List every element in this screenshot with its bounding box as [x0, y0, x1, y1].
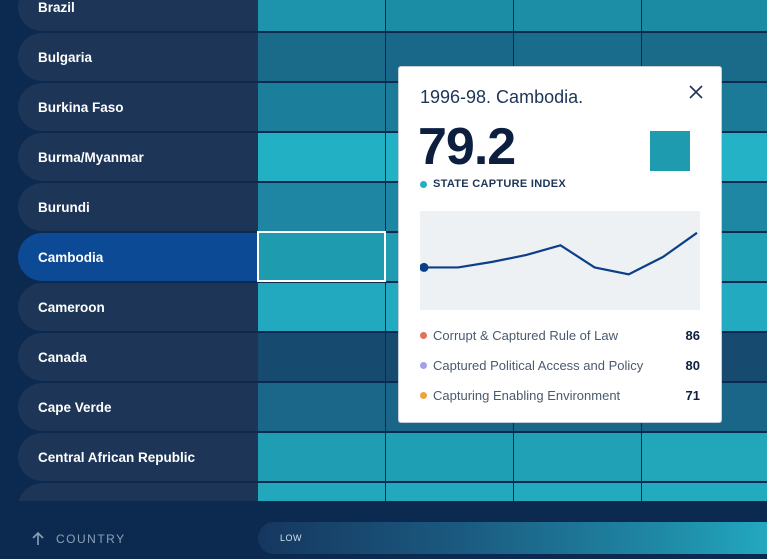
- heatmap-cell[interactable]: [258, 33, 385, 81]
- country-row: Central African Republic: [0, 432, 767, 482]
- component-label: Capturing Enabling Environment: [433, 387, 621, 403]
- heatmap-cell[interactable]: [258, 383, 385, 431]
- trend-start-point: [419, 262, 429, 272]
- country-label[interactable]: Brazil: [18, 0, 258, 31]
- component-dot: [420, 391, 427, 399]
- heatmap-cells: [258, 0, 767, 31]
- component-value: 71: [685, 387, 700, 403]
- heatmap-cell[interactable]: [386, 483, 513, 501]
- tooltip-title: 1996-98. Cambodia.: [420, 87, 584, 107]
- tooltip-value: 79.2: [418, 118, 516, 176]
- index-dot: [420, 180, 427, 188]
- heatmap-cells: [258, 433, 767, 481]
- country-label[interactable]: Bulgaria: [18, 33, 258, 81]
- country-row: Chad: [0, 482, 767, 501]
- component-value: 80: [685, 357, 700, 373]
- close-button[interactable]: [685, 81, 707, 103]
- component-row: Capturing Enabling Environment 71: [420, 380, 700, 410]
- close-icon: [689, 85, 703, 99]
- arrow-up-icon: [32, 531, 44, 545]
- index-label: STATE CAPTURE INDEX: [433, 178, 567, 190]
- heatmap-cell[interactable]: [642, 483, 767, 501]
- color-legend-bar: LOW: [258, 522, 767, 554]
- country-label[interactable]: Burma/Myanmar: [18, 133, 258, 181]
- country-label[interactable]: Cambodia: [18, 233, 258, 281]
- trend-chart: [419, 211, 700, 310]
- heatmap-cell[interactable]: [642, 0, 767, 31]
- heatmap-cell[interactable]: [258, 433, 385, 481]
- component-dot: [420, 361, 427, 369]
- heatmap-cell[interactable]: [258, 0, 385, 31]
- country-row: Brazil: [0, 0, 767, 32]
- value-color-swatch: [650, 131, 690, 171]
- legend-low-label: LOW: [280, 533, 303, 543]
- component-dot: [420, 331, 427, 339]
- country-label[interactable]: Burkina Faso: [18, 83, 258, 131]
- country-label[interactable]: Cameroon: [18, 283, 258, 331]
- country-label[interactable]: Chad: [18, 483, 258, 501]
- component-row: Captured Political Access and Policy 80: [420, 350, 700, 380]
- trend-chart-svg: [419, 231, 698, 276]
- component-value: 86: [685, 327, 700, 343]
- heatmap-cells: [258, 483, 767, 501]
- selected-cell-highlight[interactable]: [257, 231, 386, 282]
- component-list: Corrupt & Captured Rule of Law 86 Captured…: [420, 320, 700, 410]
- country-label[interactable]: Canada: [18, 333, 258, 381]
- detail-tooltip: 1996-98. Cambodia. 79.2 STATE CAPTURE IN…: [399, 67, 721, 422]
- heatmap-cell[interactable]: [386, 0, 513, 31]
- heatmap-cell[interactable]: [514, 0, 641, 31]
- heatmap-cell[interactable]: [258, 333, 385, 381]
- heatmap-cell[interactable]: [258, 183, 385, 231]
- heatmap-cell[interactable]: [642, 433, 767, 481]
- index-legend: STATE CAPTURE INDEX: [420, 178, 566, 190]
- heatmap-cell[interactable]: [514, 483, 641, 501]
- heatmap-cell[interactable]: [258, 283, 385, 331]
- sort-country-label: COUNTRY: [56, 532, 126, 546]
- heatmap-cell[interactable]: [258, 83, 385, 131]
- component-label: Captured Political Access and Policy: [433, 357, 644, 373]
- country-label[interactable]: Cape Verde: [18, 383, 258, 431]
- component-label: Corrupt & Captured Rule of Law: [433, 327, 618, 343]
- trend-line: [424, 231, 698, 276]
- country-label[interactable]: Burundi: [18, 183, 258, 231]
- sort-country-button[interactable]: COUNTRY: [30, 527, 126, 551]
- heatmap-cell[interactable]: [386, 433, 513, 481]
- component-row: Corrupt & Captured Rule of Law 86: [420, 320, 700, 350]
- country-label[interactable]: Central African Republic: [18, 433, 258, 481]
- heatmap-cell[interactable]: [514, 433, 641, 481]
- heatmap-cell[interactable]: [258, 133, 385, 181]
- heatmap-cell[interactable]: [258, 483, 385, 501]
